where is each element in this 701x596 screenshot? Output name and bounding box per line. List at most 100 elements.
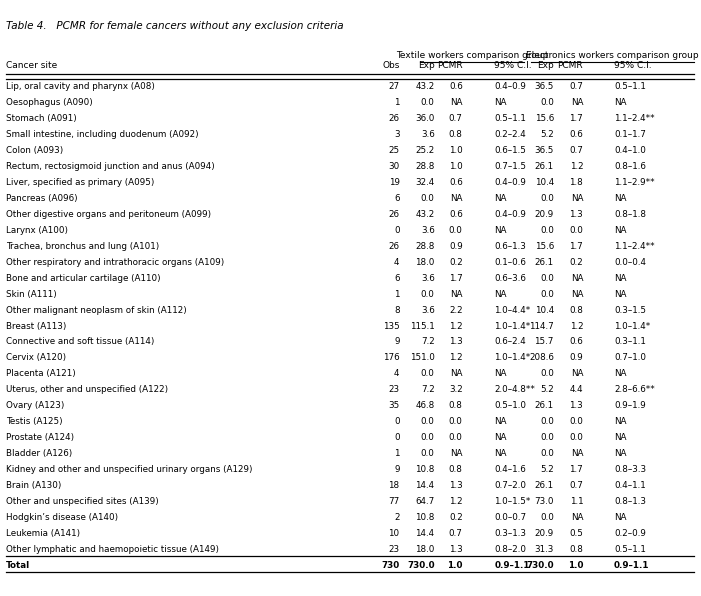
Text: 0.5–1.1: 0.5–1.1 [614,545,646,554]
Text: 1: 1 [394,98,400,107]
Text: NA: NA [614,433,627,442]
Text: Larynx (A100): Larynx (A100) [6,226,67,235]
Text: 151.0: 151.0 [410,353,435,362]
Text: NA: NA [614,290,627,299]
Text: 1.8: 1.8 [569,178,583,187]
Text: 36.5: 36.5 [534,146,554,155]
Text: NA: NA [571,194,583,203]
Text: 32.4: 32.4 [416,178,435,187]
Text: 0.8–3.3: 0.8–3.3 [614,465,646,474]
Text: 2.8–6.6**: 2.8–6.6** [614,386,655,395]
Text: 15.6: 15.6 [535,114,554,123]
Text: 0.4–1.6: 0.4–1.6 [494,465,526,474]
Text: 26.1: 26.1 [535,401,554,411]
Text: 0.2: 0.2 [569,257,583,266]
Text: PCMR: PCMR [557,61,583,70]
Text: 3.6: 3.6 [421,226,435,235]
Text: Testis (A125): Testis (A125) [6,417,62,426]
Text: Ovary (A123): Ovary (A123) [6,401,64,411]
Text: 26: 26 [388,210,400,219]
Text: NA: NA [614,370,627,378]
Text: 2.0–4.8**: 2.0–4.8** [494,386,535,395]
Text: Rectum, rectosigmoid junction and anus (A094): Rectum, rectosigmoid junction and anus (… [6,162,215,171]
Text: 0.7: 0.7 [569,146,583,155]
Text: 8: 8 [394,306,400,315]
Text: 0.0: 0.0 [540,194,554,203]
Text: 3.6: 3.6 [421,274,435,283]
Text: 0.6: 0.6 [449,210,463,219]
Text: NA: NA [494,449,507,458]
Text: NA: NA [450,290,463,299]
Text: 0.6–1.5: 0.6–1.5 [494,146,526,155]
Text: NA: NA [450,449,463,458]
Text: 0.1–0.6: 0.1–0.6 [494,257,526,266]
Text: Other respiratory and intrathoracic organs (A109): Other respiratory and intrathoracic orga… [6,257,224,266]
Text: 18: 18 [388,481,400,491]
Text: Electronics workers comparison group: Electronics workers comparison group [526,51,699,60]
Text: Oesophagus (A090): Oesophagus (A090) [6,98,93,107]
Text: 1.2: 1.2 [570,162,583,171]
Text: 0.2: 0.2 [449,513,463,522]
Text: 0.6: 0.6 [569,130,583,139]
Text: 20.9: 20.9 [535,210,554,219]
Text: NA: NA [494,194,507,203]
Text: 0.9–1.9: 0.9–1.9 [614,401,646,411]
Text: Lip, oral cavity and pharynx (A08): Lip, oral cavity and pharynx (A08) [6,82,154,91]
Text: Textile workers comparison group: Textile workers comparison group [396,51,548,60]
Text: 0.0: 0.0 [421,417,435,426]
Text: Obs: Obs [382,61,400,70]
Text: 0.8–1.8: 0.8–1.8 [614,210,646,219]
Text: NA: NA [450,370,463,378]
Text: 0.9: 0.9 [449,241,463,251]
Text: 2.2: 2.2 [449,306,463,315]
Text: 3: 3 [394,130,400,139]
Text: 208.6: 208.6 [529,353,554,362]
Text: 10.8: 10.8 [415,513,435,522]
Text: 0.0: 0.0 [569,417,583,426]
Text: 28.8: 28.8 [415,162,435,171]
Text: 36.0: 36.0 [415,114,435,123]
Text: 3.6: 3.6 [421,306,435,315]
Text: 10.4: 10.4 [535,178,554,187]
Text: 9: 9 [394,337,400,346]
Text: 0.0: 0.0 [540,290,554,299]
Text: 95% C.I.: 95% C.I. [494,61,532,70]
Text: NA: NA [494,417,507,426]
Text: 0.7–2.0: 0.7–2.0 [494,481,526,491]
Text: Other malignant neoplasm of skin (A112): Other malignant neoplasm of skin (A112) [6,306,186,315]
Text: 0.0: 0.0 [540,226,554,235]
Text: NA: NA [614,98,627,107]
Text: 1.0: 1.0 [447,561,463,570]
Text: 64.7: 64.7 [416,497,435,506]
Text: Other lymphatic and haemopoietic tissue (A149): Other lymphatic and haemopoietic tissue … [6,545,219,554]
Text: NA: NA [450,98,463,107]
Text: 26.1: 26.1 [535,162,554,171]
Text: Cervix (A120): Cervix (A120) [6,353,66,362]
Text: 27: 27 [388,82,400,91]
Text: 0.8: 0.8 [569,545,583,554]
Text: 0: 0 [394,433,400,442]
Text: 0.0: 0.0 [540,417,554,426]
Text: 1.2: 1.2 [449,497,463,506]
Text: 0.4–0.9: 0.4–0.9 [494,178,526,187]
Text: 0.4–1.0: 0.4–1.0 [614,146,646,155]
Text: Brain (A130): Brain (A130) [6,481,61,491]
Text: 1.3: 1.3 [449,545,463,554]
Text: 730: 730 [381,561,400,570]
Text: 0.0: 0.0 [540,433,554,442]
Text: Cancer site: Cancer site [6,61,57,70]
Text: 0.0: 0.0 [449,433,463,442]
Text: NA: NA [571,370,583,378]
Text: 730.0: 730.0 [407,561,435,570]
Text: 0.3–1.3: 0.3–1.3 [494,529,526,538]
Text: Other and unspecified sites (A139): Other and unspecified sites (A139) [6,497,158,506]
Text: 1.3: 1.3 [569,401,583,411]
Text: 1.1–2.4**: 1.1–2.4** [614,241,655,251]
Text: 0.8: 0.8 [449,465,463,474]
Text: 26: 26 [388,241,400,251]
Text: NA: NA [450,194,463,203]
Text: 0.0: 0.0 [449,417,463,426]
Text: NA: NA [614,274,627,283]
Text: 25.2: 25.2 [416,146,435,155]
Text: 1.3: 1.3 [449,337,463,346]
